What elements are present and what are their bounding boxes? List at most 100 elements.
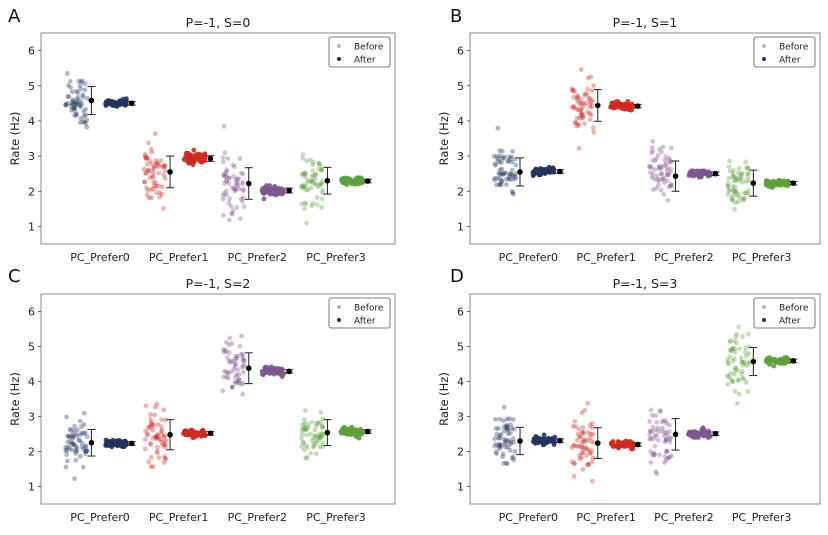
before-point — [569, 459, 575, 465]
before-point — [241, 357, 247, 363]
before-point — [80, 94, 86, 100]
before-point — [647, 436, 653, 442]
before-point — [494, 182, 499, 188]
legend-marker — [762, 318, 766, 322]
before-point — [301, 428, 307, 433]
before-point — [232, 188, 238, 194]
panel-d: D P=-1, S=3 1 2 3 4 5 6 Rate (Hz) PC_Prefer0 PC_Pr… — [437, 266, 821, 524]
before-point — [652, 158, 658, 164]
before-point — [144, 432, 150, 438]
before-point — [159, 184, 165, 190]
before-point — [145, 431, 151, 437]
before-point — [512, 449, 518, 454]
x-tick-label: PC_Prefer1 — [576, 251, 635, 264]
after-point — [612, 105, 618, 110]
before-point — [736, 377, 742, 383]
before-point — [222, 170, 228, 176]
before-point — [158, 439, 164, 445]
after-point — [775, 179, 781, 185]
before-point — [314, 202, 320, 208]
after-point — [629, 101, 635, 107]
after-point — [268, 367, 274, 373]
before-mean-marker — [167, 169, 173, 175]
before-point — [150, 174, 156, 180]
before-point — [498, 182, 504, 188]
before-point — [231, 174, 237, 179]
before-point — [320, 178, 325, 184]
before-point — [511, 457, 517, 463]
after-point — [193, 152, 198, 158]
before-point — [234, 179, 240, 185]
before-point — [70, 98, 76, 104]
before-point — [70, 435, 76, 441]
before-point — [143, 155, 149, 161]
before-point — [158, 436, 163, 442]
before-point — [79, 101, 85, 106]
before-point — [235, 367, 241, 373]
before-point — [148, 417, 154, 422]
x-tick-label: PC_Prefer0 — [70, 511, 129, 524]
before-point — [648, 460, 654, 465]
before-point — [232, 356, 238, 361]
before-point — [587, 451, 593, 456]
before-mean-marker — [324, 177, 331, 184]
before-point — [154, 436, 160, 442]
before-point — [504, 424, 510, 430]
before-point — [651, 450, 657, 456]
before-point — [569, 86, 575, 92]
before-point — [726, 374, 732, 380]
before-point — [650, 428, 656, 434]
before-point — [492, 443, 498, 449]
before-point — [581, 437, 587, 442]
before-point — [739, 179, 745, 185]
before-point — [304, 158, 309, 164]
before-point — [725, 357, 730, 362]
before-point — [74, 448, 80, 454]
before-point — [150, 173, 156, 179]
before-point — [668, 183, 673, 189]
before-point — [77, 120, 83, 126]
before-point — [572, 120, 578, 126]
before-point — [309, 419, 315, 425]
before-point — [73, 448, 78, 454]
before-point — [224, 178, 229, 184]
before-point — [503, 438, 509, 444]
before-point — [319, 434, 325, 440]
before-point — [300, 422, 306, 428]
after-point — [191, 147, 197, 153]
after-point — [189, 427, 195, 433]
before-point — [497, 153, 503, 158]
before-point — [647, 170, 653, 176]
before-point — [239, 364, 245, 370]
before-point — [649, 412, 655, 418]
legend-label: Before — [354, 304, 384, 314]
before-point — [225, 375, 231, 381]
before-point — [64, 71, 70, 76]
before-point — [663, 418, 669, 424]
before-point — [740, 362, 746, 368]
before-point — [725, 373, 730, 379]
y-tick-label: 5 — [28, 80, 35, 93]
before-point — [582, 444, 588, 450]
before-point — [501, 155, 507, 161]
before-point — [735, 170, 741, 176]
before-point — [156, 161, 162, 167]
before-point — [84, 95, 90, 101]
before-point — [745, 187, 751, 193]
before-point — [728, 348, 734, 353]
after-point — [191, 435, 197, 440]
before-point — [76, 78, 82, 84]
before-mean-marker — [672, 173, 679, 179]
before-point — [647, 164, 653, 170]
before-point — [240, 357, 246, 363]
before-point — [572, 418, 578, 424]
before-point — [497, 182, 502, 188]
before-point — [725, 360, 731, 366]
after-mean-marker — [286, 187, 292, 194]
before-point — [141, 179, 147, 185]
after-point — [696, 430, 701, 436]
before-point — [575, 107, 581, 113]
before-point — [314, 423, 319, 429]
after-point — [103, 103, 109, 108]
before-point — [224, 169, 230, 174]
